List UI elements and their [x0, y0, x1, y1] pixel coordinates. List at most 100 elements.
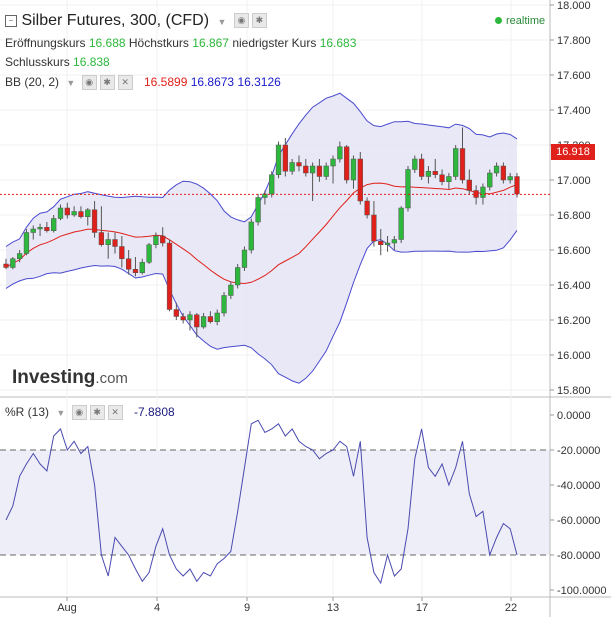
eye-icon[interactable]: ◉	[71, 405, 87, 421]
candle-body	[466, 179, 472, 191]
candle	[44, 222, 50, 233]
candle-body	[323, 165, 329, 177]
last-price-badge: 16.918	[551, 144, 595, 160]
candle	[85, 208, 91, 226]
candle	[296, 155, 302, 172]
candle	[453, 145, 459, 180]
candle	[51, 215, 57, 233]
candle	[507, 173, 513, 184]
x-tick-label: 4	[154, 602, 160, 614]
candle	[214, 309, 220, 326]
candle	[160, 227, 166, 247]
candle	[78, 206, 84, 219]
wr-y-tick-label: -40.0000	[557, 480, 600, 492]
candle	[57, 204, 64, 221]
bb-fill	[6, 93, 517, 384]
open-value: 16.688	[88, 36, 126, 50]
candle	[98, 206, 105, 247]
candle-body	[398, 207, 404, 240]
candle	[480, 183, 486, 205]
wr-legend[interactable]: %R (13) ▼ ◉ ✱ ✕ -7.8808	[5, 405, 175, 421]
candle-body	[160, 235, 166, 244]
realtime-status: realtime	[495, 15, 545, 27]
candle-body	[446, 176, 452, 182]
candle	[194, 313, 200, 338]
candle	[207, 311, 214, 324]
candle	[248, 218, 254, 254]
candle-body	[91, 209, 98, 233]
candle-body	[228, 284, 234, 296]
candle	[235, 264, 241, 289]
candle-body	[78, 211, 84, 217]
y-tick-label: 16.200	[557, 315, 591, 327]
candle	[357, 152, 363, 205]
candle	[132, 257, 139, 277]
eye-icon[interactable]: ◉	[81, 75, 97, 91]
y-tick-label: 17.400	[557, 105, 591, 117]
bb-legend[interactable]: BB (20, 2) ▼ ◉ ✱ ✕ 16.5899 16.8673 16.3126	[5, 75, 281, 91]
candle-body	[51, 218, 57, 231]
candle	[384, 236, 391, 252]
investing-logo: Investing.com	[12, 367, 128, 389]
candle-body	[384, 242, 391, 245]
chevron-down-icon[interactable]: ▼	[217, 17, 227, 27]
candle-body	[500, 165, 507, 181]
candle	[166, 239, 173, 312]
candle	[180, 313, 186, 324]
chevron-down-icon[interactable]: ▼	[56, 408, 66, 418]
candle	[378, 229, 384, 256]
candle-body	[425, 171, 432, 177]
candle	[371, 201, 377, 247]
candle-body	[214, 312, 220, 322]
candle-body	[371, 214, 377, 242]
candle	[337, 141, 343, 163]
candle	[418, 153, 425, 180]
candle	[30, 225, 36, 240]
candle-body	[173, 309, 179, 317]
candle-body	[316, 165, 323, 177]
candle	[16, 250, 23, 263]
wr-value: -7.8808	[133, 405, 175, 419]
wr-y-tick-label: -80.0000	[557, 550, 600, 562]
candle-body	[194, 314, 200, 328]
wr-line	[5, 419, 518, 585]
gear-icon[interactable]: ✱	[89, 405, 105, 421]
high-label: Höchstkurs	[128, 36, 189, 50]
chart-title-row[interactable]: − Silber Futures, 300, (CFD) ▼ ◉ ✱	[5, 12, 267, 30]
gear-icon[interactable]: ✱	[99, 75, 115, 91]
candle-body	[493, 165, 500, 174]
chevron-down-icon[interactable]: ▼	[66, 78, 76, 88]
close-icon[interactable]: ✕	[107, 405, 123, 421]
candle	[282, 138, 288, 177]
low-label: niedrigster Kurs	[232, 36, 317, 50]
bollinger-bands	[5, 92, 518, 384]
close-row: Schlusskurs 16.838	[5, 55, 110, 69]
menu-icon[interactable]: −	[5, 14, 17, 27]
candle	[139, 258, 145, 275]
candle	[241, 246, 248, 271]
candle-body	[200, 316, 207, 328]
candle-body	[432, 171, 438, 175]
candle	[3, 258, 9, 270]
candle-body	[391, 239, 397, 244]
candle	[10, 257, 16, 270]
close-icon[interactable]: ✕	[117, 75, 133, 91]
gear-icon[interactable]: ✱	[251, 13, 267, 29]
chart-title: Silber Futures, 300, (CFD)	[21, 12, 210, 29]
candle-body	[98, 232, 105, 245]
candle	[275, 141, 282, 179]
candle-body	[459, 148, 466, 181]
bb-lower-value: 16.3126	[237, 75, 281, 89]
candle	[432, 159, 438, 179]
candle-body	[85, 209, 91, 217]
candle	[303, 159, 309, 177]
candle-body	[132, 269, 139, 273]
bb-lower-line	[5, 230, 518, 384]
candle	[255, 194, 261, 226]
williams-r-panel	[0, 419, 550, 585]
candle-body	[221, 295, 227, 314]
y-tick-label: 16.400	[557, 280, 591, 292]
candle-body	[139, 262, 145, 273]
candle	[391, 236, 397, 250]
eye-icon[interactable]: ◉	[233, 13, 249, 29]
